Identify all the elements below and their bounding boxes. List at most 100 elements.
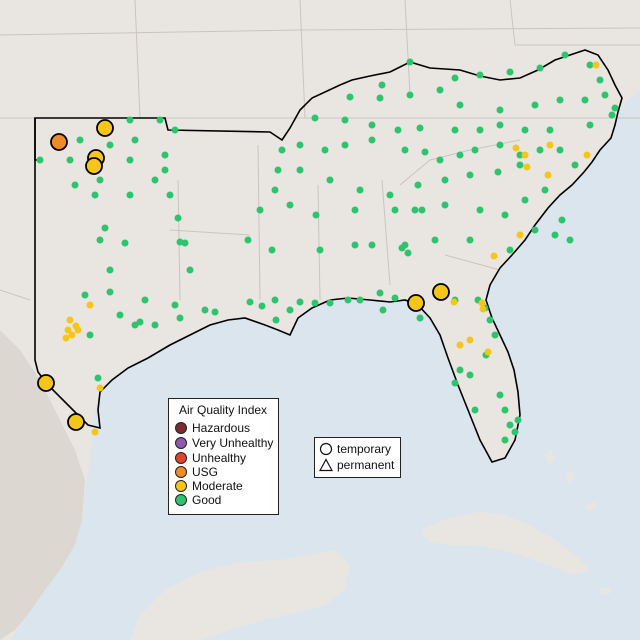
good-monitor-dot[interactable] (368, 241, 376, 249)
good-monitor-dot[interactable] (186, 266, 194, 274)
moderate-monitor-dot[interactable] (96, 384, 104, 392)
good-monitor-dot[interactable] (201, 306, 209, 314)
good-monitor-dot[interactable] (501, 436, 509, 444)
good-monitor-dot[interactable] (556, 146, 564, 154)
good-monitor-dot[interactable] (416, 314, 424, 322)
good-monitor-dot[interactable] (494, 168, 502, 176)
good-monitor-dot[interactable] (466, 371, 474, 379)
good-monitor-dot[interactable] (506, 246, 514, 254)
good-monitor-dot[interactable] (278, 146, 286, 154)
good-monitor-dot[interactable] (456, 366, 464, 374)
good-monitor-dot[interactable] (312, 211, 320, 219)
usg-monitor-marker[interactable] (50, 133, 68, 151)
good-monitor-dot[interactable] (566, 236, 574, 244)
good-monitor-dot[interactable] (506, 421, 514, 429)
moderate-monitor-dot[interactable] (74, 326, 82, 334)
good-monitor-dot[interactable] (441, 176, 449, 184)
good-monitor-dot[interactable] (496, 391, 504, 399)
good-monitor-dot[interactable] (561, 51, 569, 59)
good-monitor-dot[interactable] (286, 306, 294, 314)
moderate-monitor-dot[interactable] (583, 151, 591, 159)
good-monitor-dot[interactable] (414, 181, 422, 189)
good-monitor-dot[interactable] (244, 236, 252, 244)
good-monitor-dot[interactable] (476, 126, 484, 134)
good-monitor-dot[interactable] (368, 136, 376, 144)
moderate-monitor-dot[interactable] (478, 299, 486, 307)
moderate-monitor-dot[interactable] (456, 341, 464, 349)
good-monitor-dot[interactable] (376, 94, 384, 102)
good-monitor-dot[interactable] (326, 299, 334, 307)
good-monitor-dot[interactable] (586, 121, 594, 129)
moderate-monitor-dot[interactable] (479, 305, 487, 313)
good-monitor-dot[interactable] (511, 428, 519, 436)
good-monitor-dot[interactable] (496, 141, 504, 149)
good-monitor-dot[interactable] (66, 156, 74, 164)
good-monitor-dot[interactable] (351, 241, 359, 249)
moderate-monitor-dot[interactable] (86, 301, 94, 309)
good-monitor-dot[interactable] (311, 299, 319, 307)
moderate-monitor-dot[interactable] (516, 231, 524, 239)
good-monitor-dot[interactable] (356, 186, 364, 194)
good-monitor-dot[interactable] (121, 239, 129, 247)
good-monitor-dot[interactable] (171, 126, 179, 134)
good-monitor-dot[interactable] (431, 236, 439, 244)
moderate-monitor-dot[interactable] (512, 144, 520, 152)
good-monitor-dot[interactable] (514, 416, 522, 424)
good-monitor-dot[interactable] (86, 331, 94, 339)
good-monitor-dot[interactable] (271, 186, 279, 194)
good-monitor-dot[interactable] (451, 74, 459, 82)
good-monitor-dot[interactable] (421, 148, 429, 156)
good-monitor-dot[interactable] (161, 151, 169, 159)
good-monitor-dot[interactable] (386, 191, 394, 199)
good-monitor-dot[interactable] (106, 141, 114, 149)
good-monitor-dot[interactable] (451, 126, 459, 134)
good-monitor-dot[interactable] (586, 61, 594, 69)
good-monitor-dot[interactable] (258, 302, 266, 310)
moderate-monitor-dot[interactable] (490, 252, 498, 260)
good-monitor-dot[interactable] (486, 316, 494, 324)
good-monitor-dot[interactable] (131, 321, 139, 329)
good-monitor-dot[interactable] (436, 86, 444, 94)
good-monitor-dot[interactable] (456, 151, 464, 159)
good-monitor-dot[interactable] (471, 406, 479, 414)
moderate-monitor-dot[interactable] (66, 316, 74, 324)
good-monitor-dot[interactable] (546, 126, 554, 134)
good-monitor-dot[interactable] (296, 141, 304, 149)
good-monitor-dot[interactable] (556, 96, 564, 104)
good-monitor-dot[interactable] (466, 236, 474, 244)
good-monitor-dot[interactable] (536, 146, 544, 154)
good-monitor-dot[interactable] (379, 306, 387, 314)
good-monitor-dot[interactable] (496, 106, 504, 114)
good-monitor-dot[interactable] (558, 216, 566, 224)
good-monitor-dot[interactable] (571, 161, 579, 169)
moderate-monitor-marker[interactable] (432, 283, 450, 301)
good-monitor-dot[interactable] (356, 296, 364, 304)
good-monitor-dot[interactable] (608, 111, 616, 119)
good-monitor-dot[interactable] (106, 288, 114, 296)
good-monitor-dot[interactable] (596, 76, 604, 84)
good-monitor-dot[interactable] (344, 296, 352, 304)
good-monitor-dot[interactable] (521, 196, 529, 204)
good-monitor-dot[interactable] (378, 81, 386, 89)
good-monitor-dot[interactable] (256, 206, 264, 214)
moderate-monitor-dot[interactable] (523, 163, 531, 171)
good-monitor-dot[interactable] (286, 201, 294, 209)
good-monitor-dot[interactable] (141, 296, 149, 304)
good-monitor-dot[interactable] (491, 331, 499, 339)
good-monitor-dot[interactable] (106, 266, 114, 274)
good-monitor-dot[interactable] (156, 116, 164, 124)
good-monitor-dot[interactable] (161, 166, 169, 174)
good-monitor-dot[interactable] (296, 298, 304, 306)
good-monitor-dot[interactable] (131, 136, 139, 144)
good-monitor-dot[interactable] (406, 58, 414, 66)
good-monitor-dot[interactable] (101, 224, 109, 232)
good-monitor-dot[interactable] (81, 291, 89, 299)
good-monitor-dot[interactable] (501, 211, 509, 219)
good-monitor-dot[interactable] (274, 166, 282, 174)
moderate-monitor-marker[interactable] (67, 413, 85, 431)
good-monitor-dot[interactable] (521, 126, 529, 134)
good-monitor-dot[interactable] (176, 314, 184, 322)
good-monitor-dot[interactable] (91, 191, 99, 199)
good-monitor-dot[interactable] (501, 406, 509, 414)
